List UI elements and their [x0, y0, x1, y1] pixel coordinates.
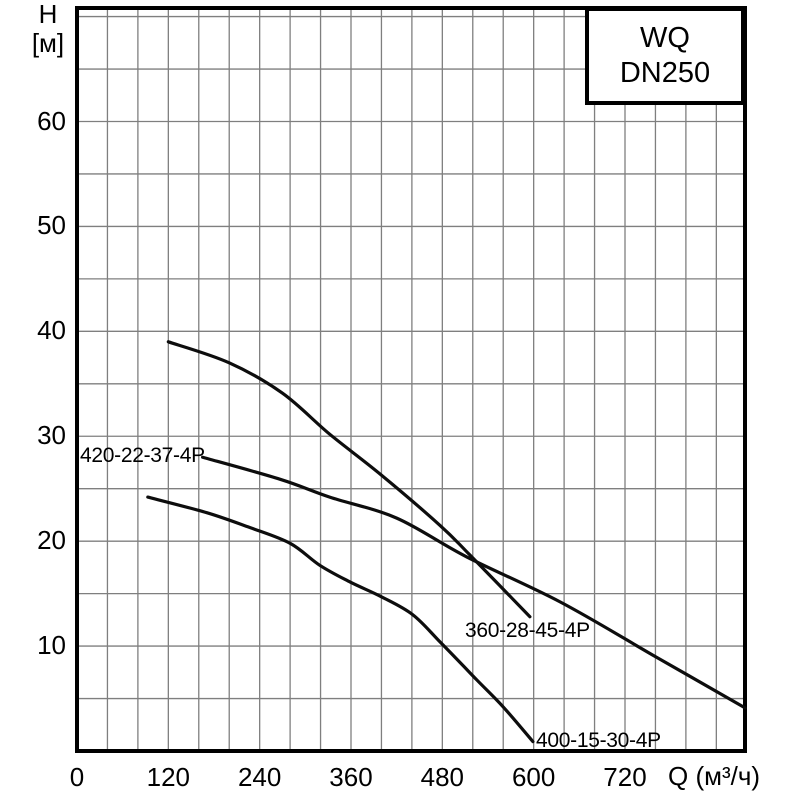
x-tick-0: 0: [69, 762, 85, 792]
curve-420-22-37-4P: [200, 455, 747, 710]
curve-label-400-15-30-4P: 400-15-30-4P: [536, 729, 661, 752]
y-tick-50: 50: [37, 210, 66, 241]
curve-360-28-45-4P: [166, 340, 532, 619]
plot-border: [75, 6, 747, 753]
curve-400-15-30-4P: [146, 495, 535, 744]
x-axis-title: Q (м³/ч): [668, 761, 761, 791]
y-tick-30: 30: [37, 420, 66, 451]
y-axis-title-symbol: H: [38, 0, 58, 29]
curve-label-420-22-37-4P: 420-22-37-4P: [80, 444, 205, 467]
y-axis-title: H [м]: [24, 0, 72, 58]
x-tick-240: 240: [237, 762, 282, 792]
y-tick-60: 60: [37, 105, 66, 136]
y-tick-40: 40: [37, 315, 66, 346]
x-tick-360: 360: [329, 762, 373, 792]
model-series-line1: WQ: [640, 22, 690, 54]
model-series-line2: DN250: [619, 57, 711, 89]
curve-label-360-28-45-4P: 360-28-45-4P: [465, 619, 590, 642]
y-tick-20: 20: [37, 525, 66, 556]
x-tick-600: 600: [511, 762, 556, 792]
y-axis-title-unit: [м]: [31, 28, 65, 58]
x-tick-480: 480: [420, 762, 465, 792]
model-series-box: WQ DN250: [585, 7, 745, 105]
y-tick-10: 10: [37, 630, 66, 661]
x-tick-720: 720: [603, 762, 647, 792]
x-tick-120: 120: [146, 762, 191, 792]
